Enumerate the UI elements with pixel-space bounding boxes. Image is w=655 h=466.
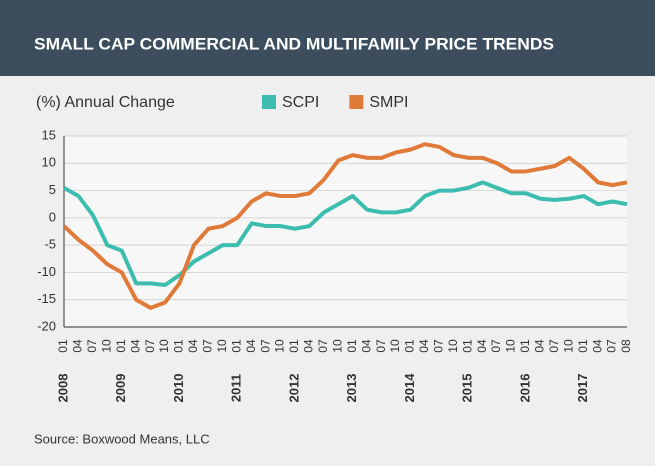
- x-tick-label: 04: [128, 339, 142, 353]
- x-tick-label: 01: [172, 339, 186, 353]
- x-tick-label: 10: [504, 339, 518, 353]
- x-tick-label: 04: [590, 339, 604, 353]
- y-label: (%) Annual Change: [36, 94, 175, 111]
- year-label: 2011: [229, 374, 244, 402]
- x-tick-label: 07: [201, 339, 215, 353]
- year-label: 2013: [344, 374, 359, 403]
- year-label: 2017: [575, 374, 590, 403]
- chart-title: SMALL CAP COMMERCIAL AND MULTIFAMILY PRI…: [34, 34, 554, 53]
- x-tick-label: 01: [460, 339, 474, 353]
- x-tick-label: 10: [273, 339, 287, 353]
- legend-swatch: [349, 95, 364, 109]
- y-tick-label: -20: [37, 318, 56, 333]
- header-bar: [0, 0, 655, 76]
- year-label: 2010: [171, 374, 186, 403]
- x-tick-label: 07: [85, 339, 99, 353]
- legend-swatch: [262, 95, 276, 109]
- x-tick-label: 07: [605, 339, 619, 353]
- x-tick-label: 10: [388, 339, 402, 353]
- year-label: 2009: [113, 374, 128, 403]
- x-tick-label: 07: [489, 339, 503, 353]
- y-tick-label: 5: [49, 182, 56, 197]
- y-tick-label: 0: [49, 209, 56, 224]
- x-tick-label: 04: [359, 339, 373, 353]
- year-label: 2016: [517, 374, 532, 403]
- x-tick-label: 07: [374, 339, 388, 353]
- y-tick-label: 15: [42, 127, 56, 142]
- source: Source: Boxwood Means, LLC: [34, 431, 210, 446]
- x-tick-label: 04: [417, 339, 431, 353]
- x-tick-label: 10: [99, 339, 113, 353]
- x-tick-label: 01: [576, 339, 590, 353]
- x-tick-label: 01: [287, 339, 301, 353]
- legend-label: SMPI: [369, 94, 408, 111]
- x-tick-label: 10: [157, 339, 171, 353]
- x-tick-label: 04: [244, 339, 258, 353]
- year-label: 2015: [460, 374, 475, 403]
- x-tick-label: 07: [258, 339, 272, 353]
- plot-area: [64, 136, 627, 327]
- x-tick-label: 07: [547, 339, 561, 353]
- x-tick-label: 07: [316, 339, 330, 353]
- x-tick-label: 04: [533, 339, 547, 353]
- x-tick-label: 10: [561, 339, 575, 353]
- x-tick-label: 04: [71, 339, 85, 353]
- year-label: 2014: [402, 373, 417, 403]
- x-tick-label: 04: [475, 339, 489, 353]
- x-tick-label: 07: [432, 339, 446, 353]
- series-line: [62, 142, 628, 310]
- y-tick-label: -15: [37, 291, 56, 306]
- x-tick-label: 01: [56, 339, 70, 353]
- x-tick-label: 04: [302, 339, 316, 353]
- x-tick-label: 07: [143, 339, 157, 353]
- year-label: 2012: [286, 374, 301, 403]
- x-tick-label: 01: [345, 339, 359, 353]
- series-line: [63, 180, 628, 287]
- x-tick-label: 04: [186, 339, 200, 353]
- x-tick-label: 08: [619, 339, 633, 353]
- x-tick-label: 01: [518, 339, 532, 353]
- y-tick-label: -10: [37, 264, 56, 279]
- legend-label: SCPI: [282, 94, 319, 111]
- y-tick-label: -5: [44, 237, 56, 252]
- x-tick-label: 10: [330, 339, 344, 353]
- x-tick-label: 01: [229, 339, 243, 353]
- year-label: 2008: [55, 374, 70, 403]
- x-tick-label: 01: [114, 339, 128, 353]
- y-tick-label: 10: [42, 155, 56, 170]
- x-tick-label: 10: [446, 339, 460, 353]
- x-tick-label: 10: [215, 339, 229, 353]
- x-tick-label: 01: [403, 339, 417, 353]
